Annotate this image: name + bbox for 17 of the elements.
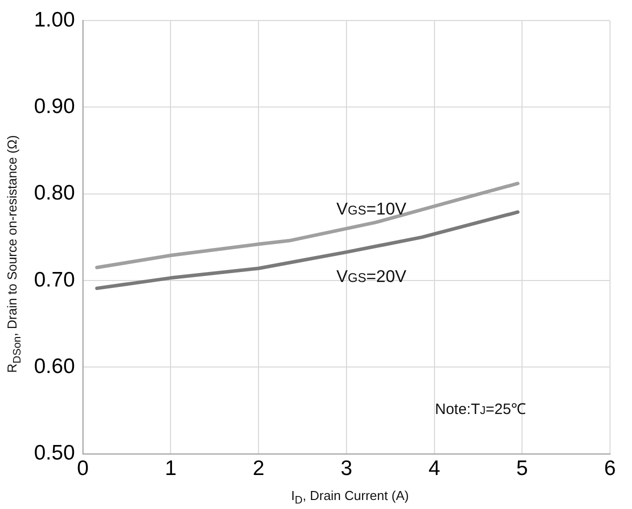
series-label: VGS=10V [336, 200, 408, 219]
x-tick-label: 2 [252, 457, 264, 480]
y-tick-label: 0.50 [34, 442, 75, 465]
y-tick-label: 0.70 [34, 268, 75, 292]
series-label: VGS=20V [336, 267, 408, 286]
y-tick-label: 0.60 [34, 354, 75, 378]
y-tick-label: 0.80 [34, 182, 75, 205]
x-tick-label: 1 [164, 457, 177, 480]
annotation: Note:TJ=25℃ [435, 400, 526, 418]
x-axis-title: I$_{D}$, Drain Current (A) [291, 488, 409, 507]
x-tick-label: 6 [604, 457, 616, 480]
x-tick-label: 0 [77, 457, 89, 480]
x-tick-label: 4 [428, 457, 440, 480]
x-tick-label: 5 [516, 457, 528, 480]
y-tick-label: 1.00 [34, 8, 75, 32]
y-tick-label: 0.90 [34, 95, 75, 118]
x-tick-label: 3 [340, 457, 352, 480]
